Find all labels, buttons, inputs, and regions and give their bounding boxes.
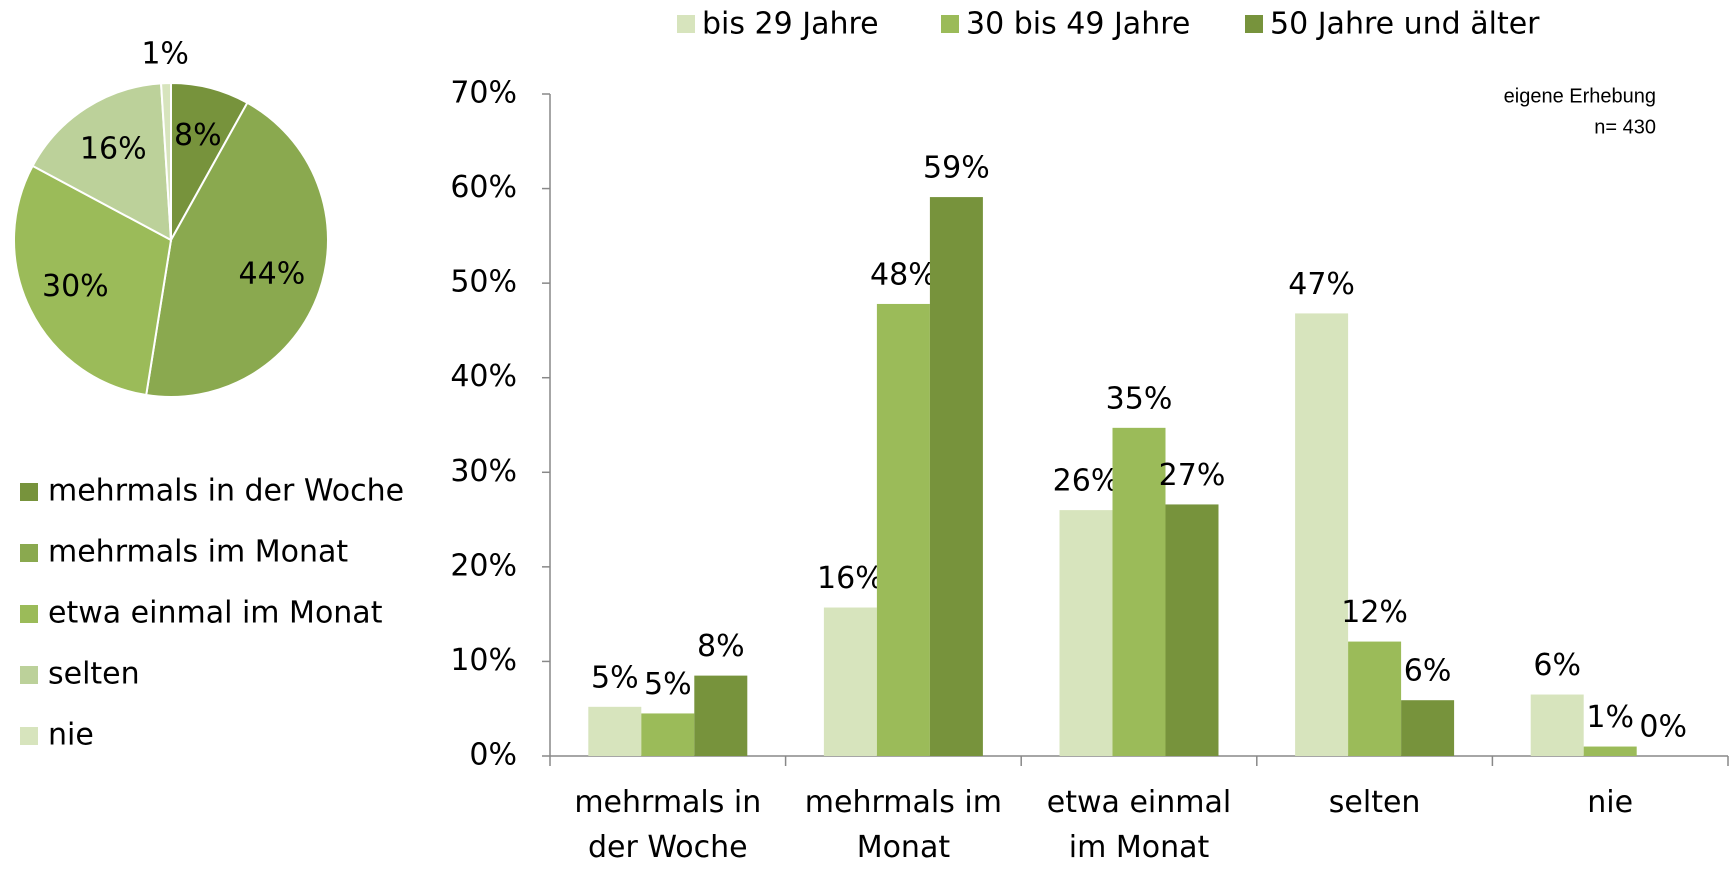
- bar: [1059, 510, 1113, 756]
- bar: [1295, 313, 1349, 756]
- value-label: 16%: [817, 561, 884, 596]
- x-tick-label: selten: [1328, 785, 1421, 820]
- legend-swatch: [20, 727, 38, 745]
- bar: [1401, 700, 1455, 756]
- annotation: n= 430: [1594, 116, 1656, 138]
- legend-label: nie: [48, 718, 94, 753]
- y-tick-label: 10%: [450, 643, 517, 678]
- pie-slice: [13, 164, 173, 397]
- legend-swatch: [20, 483, 38, 501]
- value-label: 59%: [923, 151, 990, 186]
- value-label: 48%: [870, 257, 937, 292]
- legend-swatch: [20, 544, 38, 562]
- value-label: 0%: [1639, 710, 1687, 745]
- legend-swatch: [941, 15, 959, 33]
- bar: [1583, 746, 1637, 756]
- value-label: 5%: [644, 667, 692, 702]
- value-label: 6%: [1404, 654, 1452, 689]
- y-tick-label: 60%: [450, 170, 517, 205]
- legend-label: 30 bis 49 Jahre: [966, 7, 1190, 42]
- y-tick-label: 0%: [469, 738, 517, 773]
- legend-label: bis 29 Jahre: [702, 7, 879, 42]
- bar: [1112, 427, 1166, 756]
- legend-label: selten: [48, 657, 140, 692]
- legend-swatch: [1245, 15, 1263, 33]
- bar: [1348, 641, 1402, 756]
- bar: [876, 303, 930, 756]
- legend-label: mehrmals in der Woche: [48, 474, 404, 509]
- legend-swatch: [20, 666, 38, 684]
- y-tick-label: 70%: [450, 76, 517, 111]
- value-label: 12%: [1341, 595, 1408, 630]
- bar: [588, 706, 642, 756]
- bar: [1530, 694, 1584, 756]
- value-label: 27%: [1159, 458, 1226, 493]
- legend-label: 50 Jahre und älter: [1270, 7, 1540, 42]
- y-tick-label: 40%: [450, 359, 517, 394]
- value-label: 8%: [697, 629, 745, 664]
- pie-slice: [31, 82, 173, 242]
- value-label: 6%: [1533, 648, 1581, 683]
- pie-slice: [145, 101, 329, 398]
- legend-swatch: [20, 605, 38, 623]
- legend-label: mehrmals im Monat: [48, 535, 348, 570]
- value-label: 26%: [1053, 464, 1120, 499]
- y-tick-label: 50%: [450, 265, 517, 300]
- bar: [641, 713, 695, 756]
- slice-label: 16%: [80, 132, 147, 167]
- value-label: 47%: [1288, 267, 1355, 302]
- y-tick-label: 20%: [450, 548, 517, 583]
- value-label: 35%: [1106, 381, 1173, 416]
- x-tick-label: mehrmals in der Woche: [574, 785, 762, 865]
- slice-label: 1%: [141, 36, 189, 71]
- y-tick-label: 30%: [450, 454, 517, 489]
- slice-label: 44%: [239, 256, 306, 291]
- value-label: 5%: [591, 660, 639, 695]
- pie-slice: [159, 81, 172, 241]
- x-tick-label: mehrmals im Monat: [804, 785, 1002, 865]
- legend-label: etwa einmal im Monat: [48, 596, 383, 631]
- bar: [1165, 504, 1219, 756]
- bar: [823, 607, 877, 756]
- bar: [694, 675, 748, 756]
- slice-label: 8%: [174, 118, 222, 153]
- bar: [929, 197, 983, 756]
- value-label: 1%: [1586, 700, 1634, 735]
- annotation: eigene Erhebung: [1504, 85, 1656, 107]
- x-tick-label: etwa einmal im Monat: [1046, 785, 1232, 865]
- x-tick-label: nie: [1587, 785, 1634, 820]
- slice-label: 30%: [42, 269, 109, 304]
- legend-swatch: [677, 15, 695, 33]
